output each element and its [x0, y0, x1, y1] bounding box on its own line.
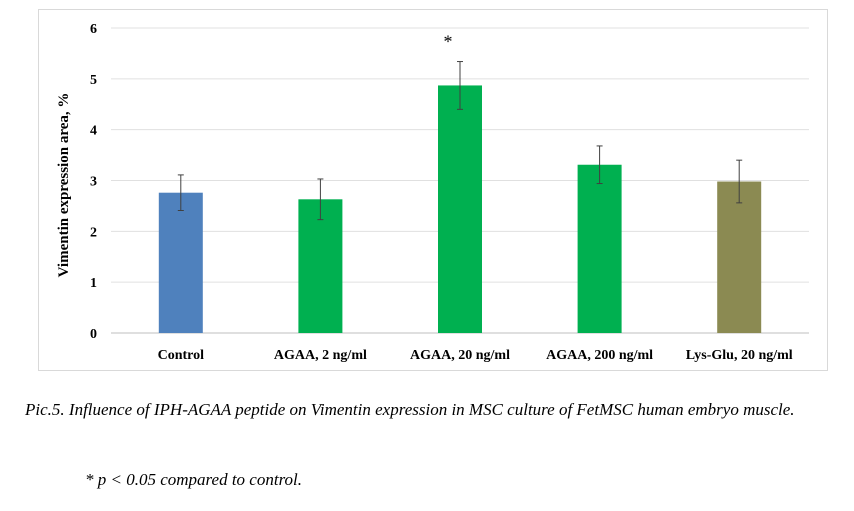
figure-caption: Pic.5. Influence of IPH-AGAA peptide on … — [25, 400, 795, 419]
category-label-4: AGAA, 200 ng/ml — [546, 348, 653, 363]
category-label-3: AGAA, 20 ng/ml — [410, 348, 510, 363]
bars — [158, 85, 762, 333]
y-tick-label-0: 0 — [90, 327, 97, 342]
y-tick-label-1: 1 — [90, 276, 97, 291]
error-bar-5 — [736, 159, 743, 204]
annotations: * — [444, 32, 453, 52]
category-label-5: Lys-Glu, 20 ng/ml — [686, 348, 793, 363]
y-axis-title: Vimentin expression area, % — [56, 93, 72, 278]
bar-5 — [717, 181, 762, 333]
figure-footnote: * p < 0.05 compared to control. — [85, 470, 303, 489]
error-bar-2 — [317, 178, 324, 221]
bar-4 — [577, 164, 622, 333]
bar-1 — [158, 192, 203, 333]
category-label-2: AGAA, 2 ng/ml — [274, 348, 367, 363]
chart-frame: 0 1 2 3 4 5 6 Control AGAA, 2 ng/ml AGAA, 20 ng/… — [38, 9, 828, 371]
category-labels: Control AGAA, 2 ng/ml AGAA, 20 ng/ml AGAA, … — [158, 348, 793, 363]
error-bar-3 — [457, 61, 463, 110]
y-tick-label-6: 6 — [90, 22, 97, 37]
category-label-1: Control — [158, 348, 205, 363]
error-bars — [177, 61, 743, 221]
y-tick-labels: 0 1 2 3 4 5 6 — [90, 22, 97, 342]
significance-marker-1: * — [444, 32, 453, 52]
bar-3 — [438, 85, 482, 333]
y-tick-label-3: 3 — [90, 175, 97, 190]
error-bar-4 — [596, 145, 603, 185]
error-bar-1 — [177, 174, 184, 211]
y-tick-label-2: 2 — [90, 225, 97, 240]
y-tick-label-4: 4 — [90, 124, 97, 139]
y-tick-label-5: 5 — [90, 73, 97, 88]
bar-chart: 0 1 2 3 4 5 6 Control AGAA, 2 ng/ml AGAA, 20 ng/… — [56, 22, 809, 363]
bar-2 — [298, 199, 343, 333]
